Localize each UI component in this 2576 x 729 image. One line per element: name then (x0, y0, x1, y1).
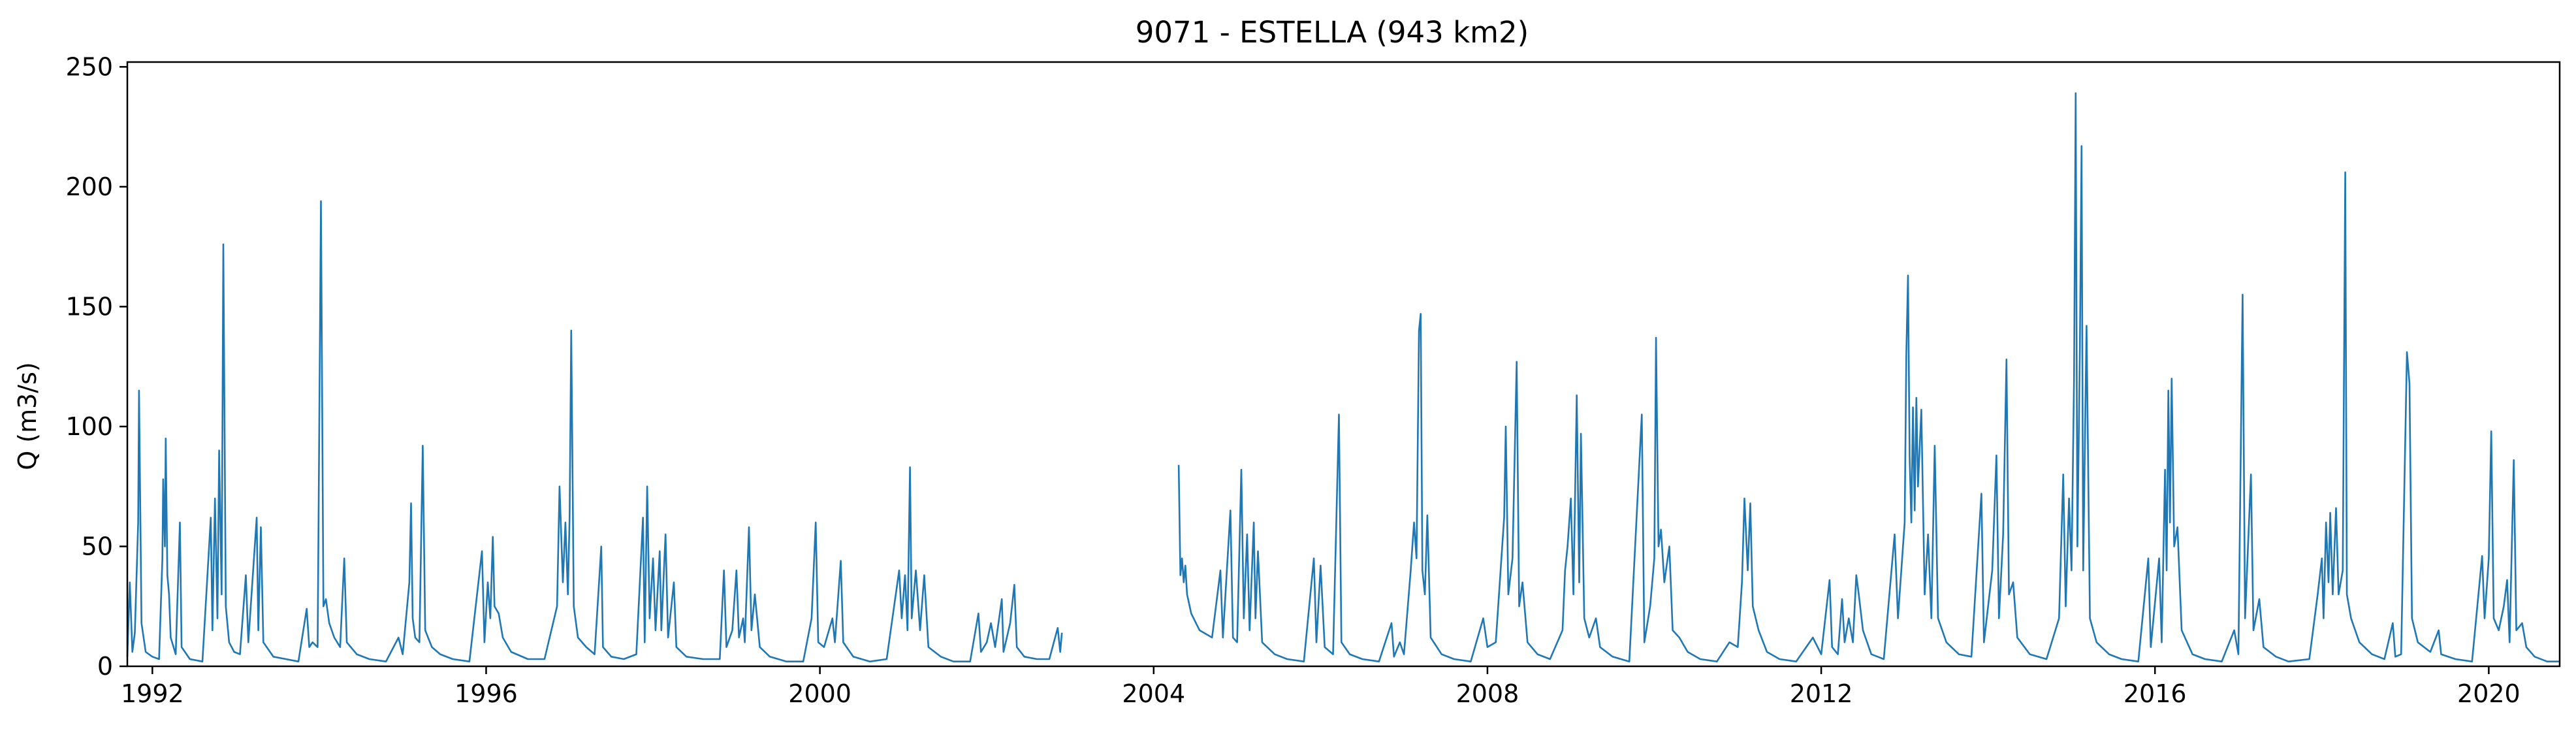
y-tick-label: 0 (97, 652, 113, 681)
x-tick-label: 1996 (454, 679, 518, 708)
y-tick-label: 250 (65, 52, 113, 81)
x-axis: 1992 1996 2000 2004 2008 2012 2016 2020 (121, 666, 2520, 708)
y-tick-label: 100 (65, 412, 113, 441)
series-layer (126, 92, 2560, 662)
series-line-segment-2 (1177, 92, 2560, 662)
chart-title: 9071 - ESTELLA (943 km2) (1136, 15, 1529, 50)
y-tick-label: 50 (82, 532, 113, 560)
x-tick-label: 2020 (2457, 679, 2520, 708)
x-tick-label: 2008 (1456, 679, 1519, 708)
x-tick-label: 2016 (2123, 679, 2187, 708)
x-tick-label: 1992 (121, 679, 184, 708)
y-tick-label: 150 (65, 292, 113, 321)
y-tick-label: 200 (65, 172, 113, 201)
x-tick-label: 2000 (788, 679, 851, 708)
y-axis: 0 50 100 150 200 250 (65, 52, 127, 681)
x-tick-label: 2012 (1790, 679, 1853, 708)
x-tick-label: 2004 (1122, 679, 1185, 708)
series-line-segment-1 (126, 200, 1063, 662)
plot-frame (126, 61, 2561, 668)
y-axis-title: Q (m3/s) (13, 362, 42, 470)
